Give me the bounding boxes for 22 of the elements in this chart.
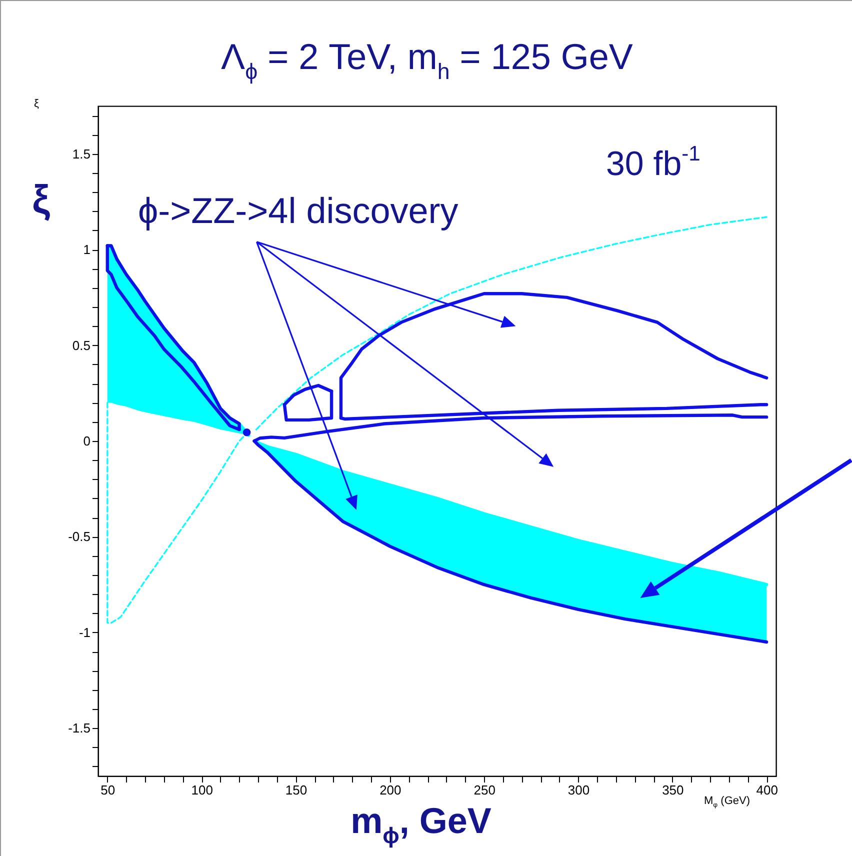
x-tick-label: 300 xyxy=(568,782,590,798)
annotation: 30 fb$^{-1}$ xyxy=(606,142,700,183)
x-tick-label: 200 xyxy=(380,782,402,798)
x-tick-label: 250 xyxy=(474,782,496,798)
y-tick-label: 0.5 xyxy=(72,338,90,353)
chart-title: Λ$_{ϕ}$ = 2 TeV, m$_{h}$ = 125 GeV xyxy=(221,36,633,84)
y-tick-label: 0 xyxy=(83,434,90,448)
y-tick-label: 1.5 xyxy=(72,146,90,162)
y-tick-label: 1 xyxy=(83,242,90,258)
x-tick-label: 50 xyxy=(100,782,116,798)
y-tick-label: -0.5 xyxy=(68,529,90,544)
text: M$_{φ}$ (GeV) xyxy=(704,795,750,810)
x-axis-title: m$_{ϕ}$, GeV xyxy=(350,800,492,848)
x-tick-label: 350 xyxy=(662,782,684,798)
x-tick-label: 150 xyxy=(285,782,308,798)
x-tick-label: 100 xyxy=(191,782,213,798)
x-tick-label: 400 xyxy=(756,782,778,798)
annotation: ϕ->ZZ->4l discovery xyxy=(138,190,458,231)
text: ξ xyxy=(34,98,39,110)
y-tick-label: -1 xyxy=(78,624,90,640)
y-tick-label: -1.5 xyxy=(68,720,90,736)
y-axis-title: ξ xyxy=(32,178,50,222)
